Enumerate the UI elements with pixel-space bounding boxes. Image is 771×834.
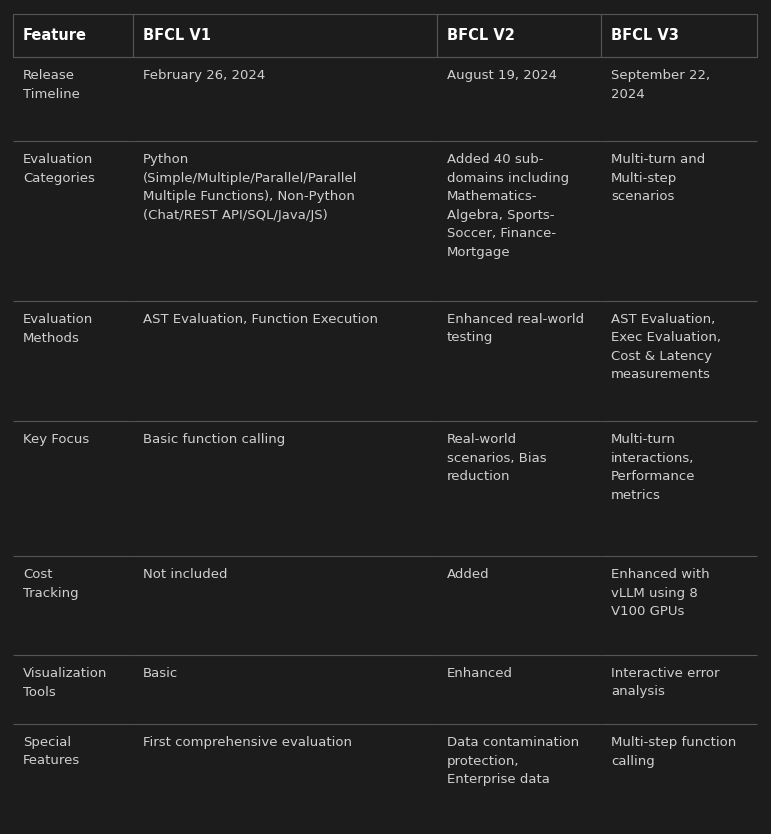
Text: Basic: Basic <box>143 667 178 680</box>
Bar <box>13 14 133 57</box>
Text: Basic function calling: Basic function calling <box>143 433 285 446</box>
Text: BFCL V1: BFCL V1 <box>143 28 211 43</box>
Text: Added 40 sub-
domains including
Mathematics-
Algebra, Sports-
Soccer, Finance-
M: Added 40 sub- domains including Mathemat… <box>447 153 569 259</box>
Text: Python
(Simple/Multiple/Parallel/Parallel
Multiple Functions), Non-Python
(Chat/: Python (Simple/Multiple/Parallel/Paralle… <box>143 153 358 222</box>
Bar <box>133 14 437 57</box>
Text: September 22,
2024: September 22, 2024 <box>611 69 710 101</box>
Text: Real-world
scenarios, Bias
reduction: Real-world scenarios, Bias reduction <box>447 433 547 483</box>
Text: Special
Features: Special Features <box>23 736 80 767</box>
Text: BFCL V2: BFCL V2 <box>447 28 515 43</box>
Text: Data contamination
protection,
Enterprise data: Data contamination protection, Enterpris… <box>447 736 579 786</box>
Text: Enhanced: Enhanced <box>447 667 513 680</box>
Text: Evaluation
Categories: Evaluation Categories <box>23 153 95 184</box>
Text: Key Focus: Key Focus <box>23 433 89 446</box>
Text: First comprehensive evaluation: First comprehensive evaluation <box>143 736 352 749</box>
Text: Interactive error
analysis: Interactive error analysis <box>611 667 719 699</box>
Text: Cost
Tracking: Cost Tracking <box>23 568 79 600</box>
Text: Multi-turn
interactions,
Performance
metrics: Multi-turn interactions, Performance met… <box>611 433 695 501</box>
Text: February 26, 2024: February 26, 2024 <box>143 69 265 82</box>
Text: Multi-turn and
Multi-step
scenarios: Multi-turn and Multi-step scenarios <box>611 153 705 203</box>
Text: AST Evaluation,
Exec Evaluation,
Cost & Latency
measurements: AST Evaluation, Exec Evaluation, Cost & … <box>611 313 721 381</box>
Text: Enhanced real-world
testing: Enhanced real-world testing <box>447 313 584 344</box>
Text: Visualization
Tools: Visualization Tools <box>23 667 107 699</box>
Text: Evaluation
Methods: Evaluation Methods <box>23 313 93 344</box>
Text: Multi-step function
calling: Multi-step function calling <box>611 736 736 767</box>
Text: Enhanced with
vLLM using 8
V100 GPUs: Enhanced with vLLM using 8 V100 GPUs <box>611 568 709 618</box>
Text: Added: Added <box>447 568 490 581</box>
Text: Release
Timeline: Release Timeline <box>23 69 80 101</box>
Text: Not included: Not included <box>143 568 227 581</box>
Text: Feature: Feature <box>23 28 87 43</box>
Text: August 19, 2024: August 19, 2024 <box>447 69 557 82</box>
Bar <box>601 14 757 57</box>
Text: BFCL V3: BFCL V3 <box>611 28 679 43</box>
Text: AST Evaluation, Function Execution: AST Evaluation, Function Execution <box>143 313 378 326</box>
Bar <box>437 14 601 57</box>
